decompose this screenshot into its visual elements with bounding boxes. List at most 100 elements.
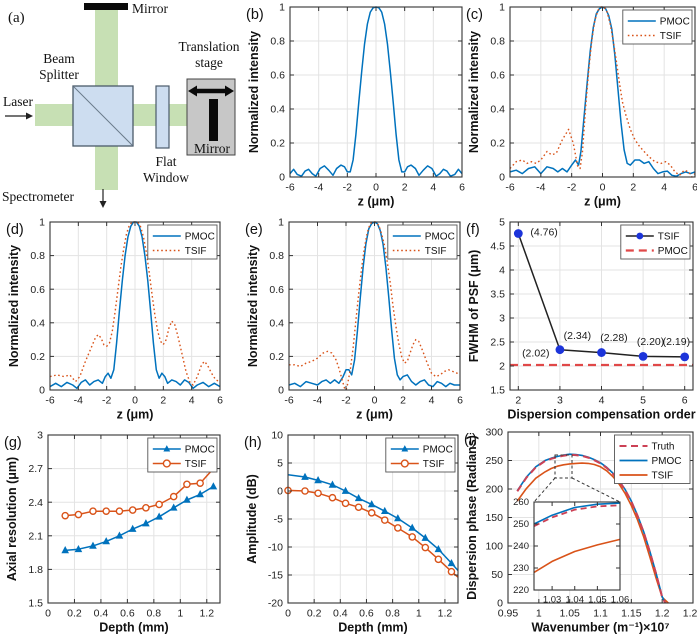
x-tick-label: 5 bbox=[640, 395, 646, 407]
x-tick-label: 0 bbox=[600, 182, 606, 194]
x-tick-label: 0.2 bbox=[67, 608, 82, 620]
series-TSIF-marker bbox=[115, 507, 124, 515]
x-tick-label: -4 bbox=[74, 395, 83, 407]
y-tick-label: 3.5 bbox=[490, 289, 505, 301]
series-PMOC-line bbox=[288, 221, 460, 388]
x-tick-label: -2 bbox=[343, 182, 352, 194]
series-TSIF-marker bbox=[354, 503, 363, 512]
x-tick-label: 6 bbox=[217, 395, 223, 407]
y-axis-label: Axial resolution (μm) bbox=[5, 457, 19, 581]
panel-tag: (b) bbox=[246, 7, 264, 23]
y-tick-label: 2.1 bbox=[28, 530, 43, 542]
series-PMOC-marker bbox=[301, 472, 309, 480]
x-axis-label: z (μm) bbox=[584, 195, 621, 209]
x-tick-label: -4 bbox=[314, 182, 323, 194]
x-tick-label: 0 bbox=[372, 395, 378, 407]
panel-c: -6 -4 -2 0 2 4 6 0 0.2 0.4 0.6 0.8 1 z (μm) Normalized… bbox=[466, 2, 697, 209]
x-tick-label: 0 bbox=[45, 608, 51, 620]
y-tick-label: 0.6 bbox=[30, 284, 45, 296]
y-tick-label: 0.4 bbox=[270, 104, 285, 116]
x-tick-label: 1 bbox=[416, 608, 422, 620]
y-tick-label: 0.6 bbox=[270, 70, 285, 82]
x-tick-label: 0.4 bbox=[94, 608, 109, 620]
series-PMOC-marker bbox=[380, 506, 389, 515]
y-tick-label: 1 bbox=[499, 2, 505, 14]
y-tick-label: 1.8 bbox=[28, 564, 43, 576]
x-axis-label: z (μm) bbox=[358, 195, 395, 209]
series-PMOC-marker bbox=[447, 558, 456, 567]
series-Truth-line bbox=[533, 504, 621, 528]
series-PMOC-marker bbox=[128, 524, 137, 532]
panel-tag: (d) bbox=[6, 222, 24, 238]
y-tick-label: 0.8 bbox=[270, 36, 285, 48]
y-tick-label: 220 bbox=[513, 585, 529, 596]
x-axis-label: Depth (mm) bbox=[338, 621, 407, 635]
series-TSIF-line bbox=[533, 538, 621, 574]
y-tick-label: 260 bbox=[513, 497, 529, 508]
x-tick-label: 1.2 bbox=[199, 608, 214, 620]
y-tick-label: 1 bbox=[278, 217, 284, 229]
y-tick-label: 100 bbox=[485, 541, 503, 553]
series-TSIF-marker bbox=[169, 492, 178, 501]
x-tick-label: -4 bbox=[536, 182, 545, 194]
x-axis-label: z (μm) bbox=[117, 408, 154, 422]
y-axis-label: Amplitude (dB) bbox=[245, 474, 259, 564]
series-TSIF-marker bbox=[680, 352, 690, 362]
series-TSIF-line bbox=[49, 221, 221, 386]
panel-tag: (h) bbox=[244, 435, 262, 451]
series-PMOC-marker bbox=[89, 541, 97, 549]
series-PMOC-marker bbox=[408, 523, 417, 531]
x-tick-label: 0.8 bbox=[147, 608, 162, 620]
y-tick-label: 0 bbox=[499, 172, 505, 184]
spectrometer-label: Spectrometer bbox=[2, 189, 74, 204]
legend-box bbox=[622, 9, 693, 45]
axes-box bbox=[47, 434, 221, 604]
y-tick-label: -20 bbox=[268, 598, 283, 610]
y-tick-label: 240 bbox=[513, 541, 529, 552]
series-PMOC-marker bbox=[183, 495, 191, 503]
legend-label: PMOC bbox=[185, 445, 215, 456]
y-tick-label: 0 bbox=[278, 385, 284, 397]
legend-label: TSIF bbox=[658, 232, 680, 243]
x-tick-label: 3 bbox=[557, 395, 563, 407]
series-PMOC-marker bbox=[328, 480, 337, 488]
y-tick-label: 1 bbox=[39, 217, 45, 229]
legend-sample-marker bbox=[163, 445, 171, 452]
y-axis-label: Normalized intensity bbox=[467, 31, 481, 153]
series-PMOC-marker bbox=[421, 533, 430, 541]
x-tick-label: 4 bbox=[189, 395, 195, 407]
series-TSIF-marker bbox=[341, 499, 350, 508]
x-tick-label: 1.03 bbox=[543, 595, 562, 606]
x-tick-label: 0 bbox=[373, 182, 379, 194]
series-TSIF-marker bbox=[434, 555, 443, 564]
legend-label: PMOC bbox=[423, 445, 453, 456]
x-tick-label: 0.8 bbox=[385, 608, 400, 620]
x-tick-label: 1.05 bbox=[559, 608, 580, 620]
series-TSIF-marker bbox=[142, 503, 150, 512]
y-tick-label: 0.8 bbox=[269, 250, 284, 262]
series-TSIF-marker bbox=[447, 567, 456, 576]
x-axis-label: Wavenumber (m⁻¹)×10⁷ bbox=[531, 621, 669, 635]
mirror-top-label: Mirror bbox=[132, 1, 168, 16]
x-tick-label: -6 bbox=[45, 395, 54, 407]
data-label: (4.76) bbox=[530, 226, 557, 238]
legend-label: PMOC bbox=[652, 456, 682, 467]
x-tick-label: 1.15 bbox=[621, 608, 642, 620]
series-TSIF-marker bbox=[74, 510, 83, 519]
series-PMOC-line bbox=[509, 6, 696, 177]
y-tick-label: 250 bbox=[513, 519, 529, 530]
panel-tag: (g) bbox=[4, 435, 22, 451]
y-tick-label: 0.8 bbox=[30, 250, 45, 262]
series-TSIF-marker bbox=[128, 506, 137, 514]
mirror-top-bar bbox=[84, 3, 128, 10]
x-tick-label: -4 bbox=[313, 395, 322, 407]
y-tick-label: 230 bbox=[513, 563, 529, 574]
x-tick-label: 0 bbox=[132, 395, 138, 407]
y-tick-label: 0 bbox=[39, 385, 45, 397]
series-TSIF-marker bbox=[102, 507, 111, 515]
x-tick-label: 1.05 bbox=[588, 595, 607, 606]
y-tick-label: 3 bbox=[499, 313, 505, 325]
y-tick-label: -5 bbox=[274, 514, 283, 526]
series-TSIF-marker bbox=[89, 507, 97, 515]
series-TSIF-marker bbox=[597, 348, 606, 357]
